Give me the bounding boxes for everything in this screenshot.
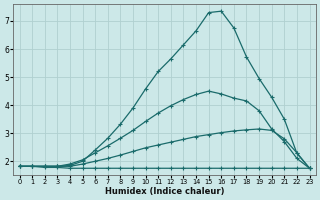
X-axis label: Humidex (Indice chaleur): Humidex (Indice chaleur) — [105, 187, 224, 196]
